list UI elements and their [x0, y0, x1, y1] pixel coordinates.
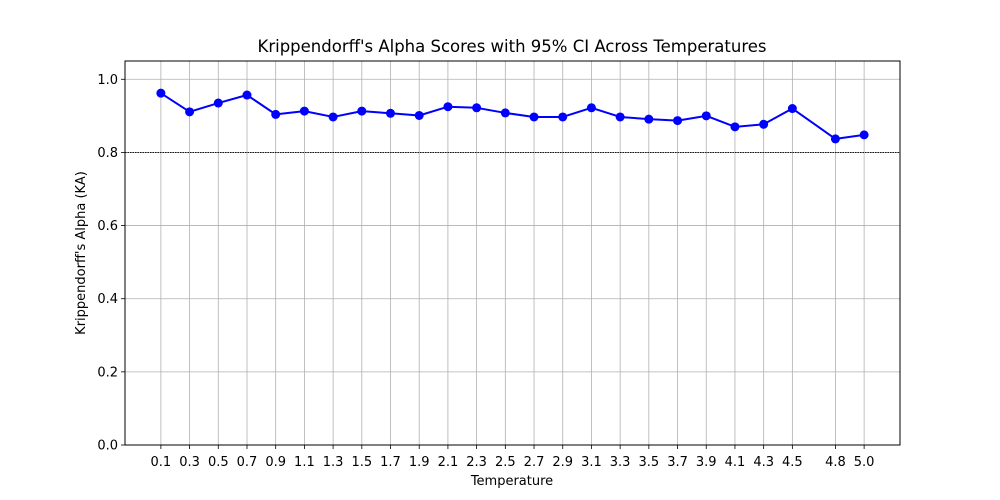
x-tick-label: 3.1 [581, 455, 602, 470]
data-point [830, 134, 840, 144]
grid-layer [125, 61, 900, 446]
data-point [242, 90, 252, 100]
x-tick-label: 2.9 [552, 455, 573, 470]
x-tick-label: 4.1 [725, 455, 746, 470]
y-tick-label: 1.0 [97, 73, 118, 88]
x-tick-label: 3.3 [610, 455, 631, 470]
x-tick-label: 1.1 [294, 455, 315, 470]
data-point [644, 114, 654, 124]
x-axis-title: Temperature [470, 474, 553, 489]
x-tick-label: 2.7 [524, 455, 545, 470]
data-point [271, 109, 281, 119]
x-tick-label: 3.9 [696, 455, 717, 470]
data-point [414, 110, 424, 120]
series-layer [156, 88, 869, 144]
x-tick-label: 0.9 [265, 455, 286, 470]
data-point [701, 111, 711, 121]
data-point [500, 108, 510, 118]
data-point [529, 112, 539, 122]
data-point [156, 88, 166, 98]
x-tick-label: 2.1 [438, 455, 459, 470]
y-tick-label: 0.4 [97, 292, 118, 307]
x-tick-label: 1.9 [409, 455, 430, 470]
y-tick-label: 0.8 [97, 146, 118, 161]
x-tick-label: 0.7 [237, 455, 258, 470]
x-tick-label: 3.7 [667, 455, 688, 470]
x-tick-label: 0.3 [179, 455, 200, 470]
chart-title: Krippendorff's Alpha Scores with 95% CI … [258, 37, 767, 56]
data-point [558, 112, 568, 122]
y-tick-label: 0.0 [97, 439, 118, 454]
data-point [299, 106, 309, 116]
x-tick-label: 4.8 [825, 455, 846, 470]
data-point [615, 112, 625, 122]
x-tick-label: 4.3 [753, 455, 774, 470]
y-axis-ticks: 0.0 0.2 0.4 0.6 0.8 1.0 [97, 73, 125, 454]
x-tick-label: 0.5 [208, 455, 229, 470]
x-tick-label: 5.0 [854, 455, 875, 470]
plot-frame [124, 60, 901, 446]
data-point [673, 116, 683, 126]
data-point [185, 107, 195, 117]
x-tick-label: 4.5 [782, 455, 803, 470]
y-tick-label: 0.2 [97, 365, 118, 380]
x-tick-label: 3.5 [638, 455, 659, 470]
data-point [386, 108, 396, 118]
data-point [586, 103, 596, 113]
data-point [730, 122, 740, 132]
x-tick-label: 2.3 [466, 455, 487, 470]
x-tick-label: 1.5 [351, 455, 372, 470]
y-axis-title: Krippendorff's Alpha (KA) [74, 171, 89, 335]
data-point [787, 104, 797, 114]
x-axis-ticks: 0.1 0.3 0.5 0.7 0.9 1.1 1.3 1.5 1.7 1.9 2.1 2.3 2.5 2… [151, 445, 875, 470]
x-tick-label: 1.7 [380, 455, 401, 470]
x-tick-label: 1.3 [323, 455, 344, 470]
data-point [328, 112, 338, 122]
data-point [859, 130, 869, 140]
data-point [357, 106, 367, 116]
data-point [213, 98, 223, 108]
x-tick-label: 2.5 [495, 455, 516, 470]
x-tick-label: 0.1 [151, 455, 172, 470]
data-point [472, 103, 482, 113]
data-point [443, 102, 453, 112]
data-point [759, 119, 769, 129]
y-tick-label: 0.6 [97, 219, 118, 234]
